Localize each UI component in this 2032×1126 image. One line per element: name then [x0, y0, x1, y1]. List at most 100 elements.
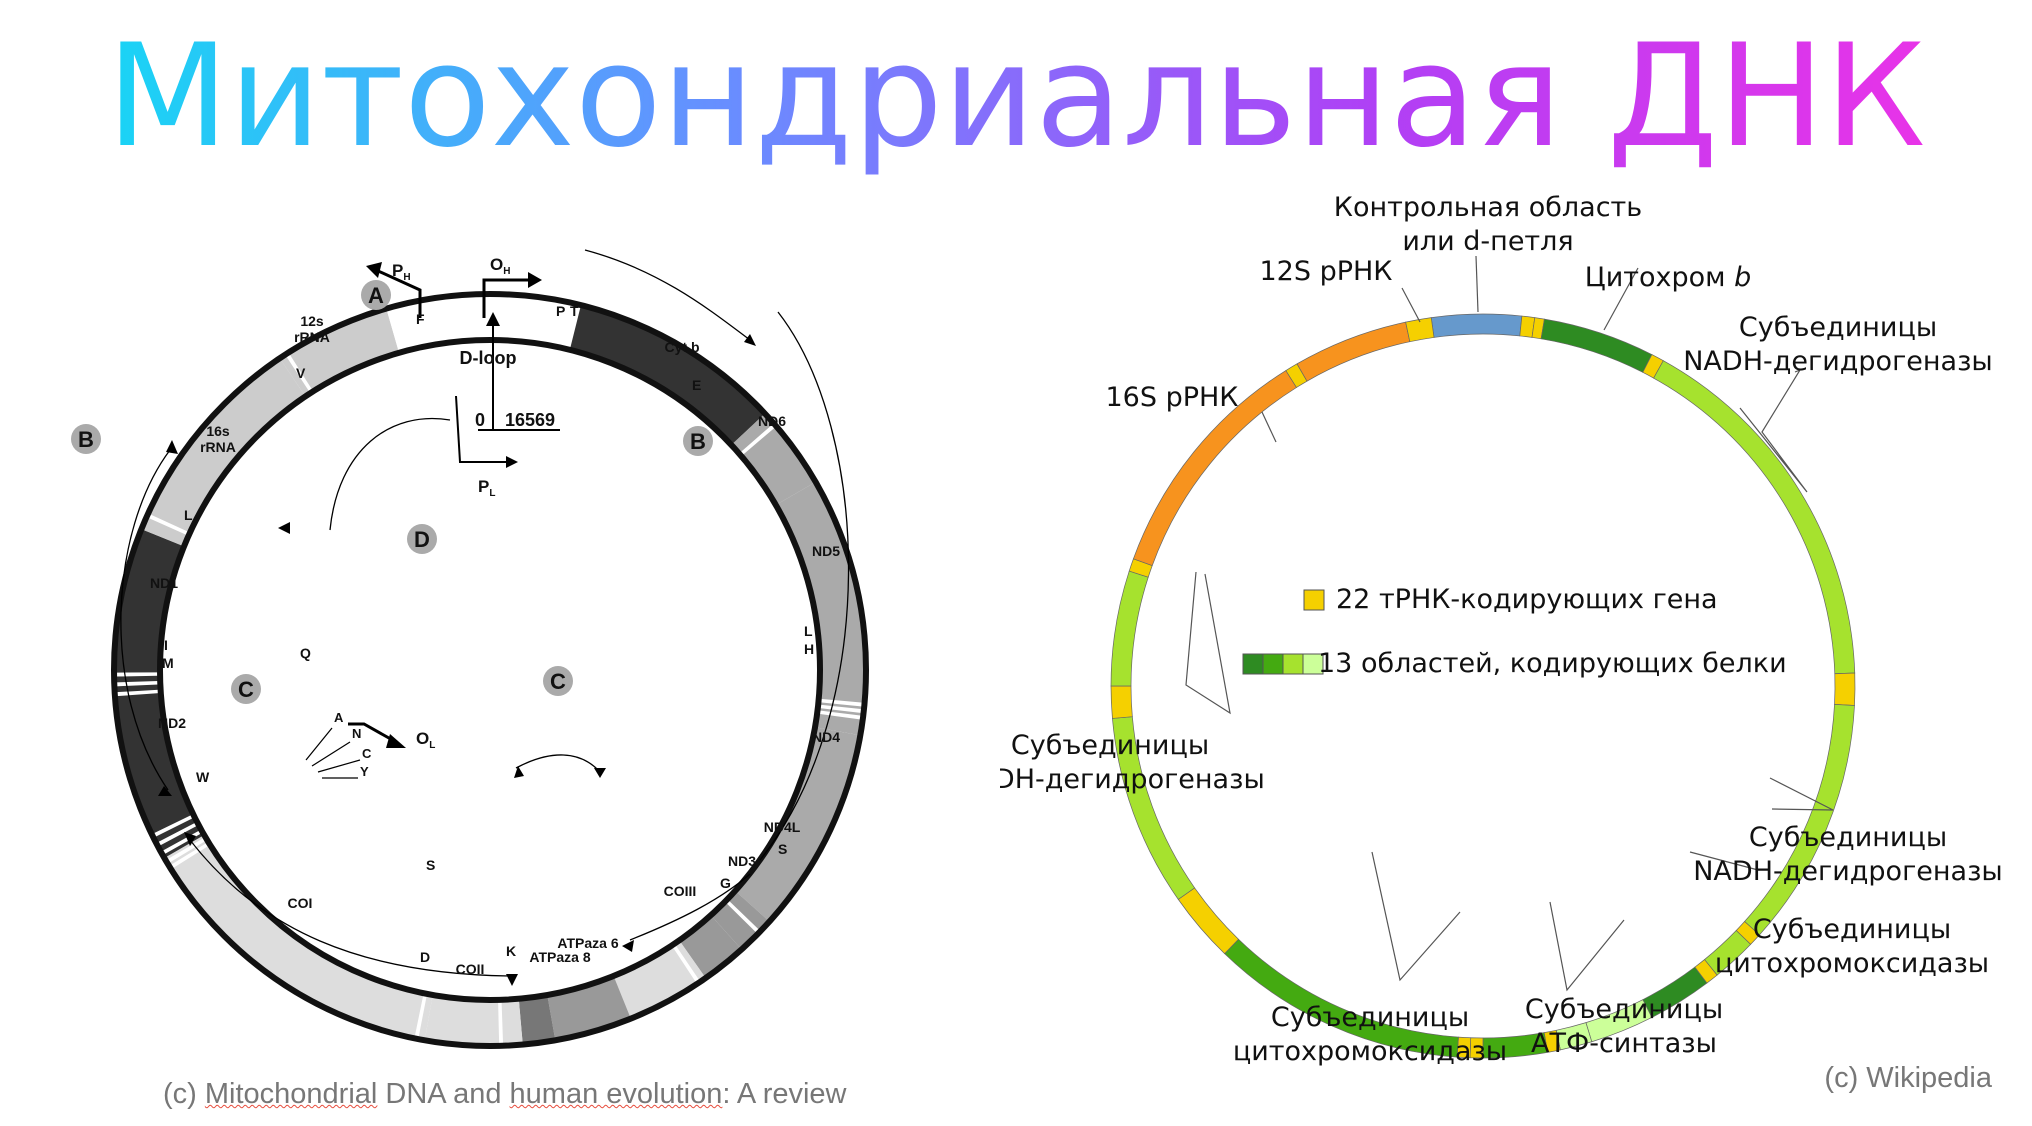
trna-g: G	[720, 875, 731, 891]
gene-12s-2: rRNA	[294, 329, 330, 345]
trna-d: D	[420, 949, 430, 965]
badge-c-left-letter: C	[238, 677, 254, 702]
trna-tick	[170, 842, 209, 869]
leader-cox-r	[1689, 851, 1759, 871]
arc-arrowheads	[158, 334, 756, 986]
trna-tick	[740, 424, 775, 455]
label-nadh-l-1: Субъединицы	[1011, 730, 1209, 761]
origin-marker	[478, 312, 560, 431]
trna-i: I	[164, 637, 168, 653]
trna-tick	[498, 1001, 504, 1044]
seg-cytb	[569, 305, 765, 445]
ph-label: PH	[392, 261, 411, 283]
credit-left: (c) Mitochondrial DNA and human evolutio…	[163, 1078, 847, 1111]
badge-b-right-letter: B	[690, 429, 706, 454]
trna-w: W	[196, 769, 210, 785]
seg-nd6	[731, 413, 816, 505]
trna-tick	[819, 710, 862, 720]
trna-tick	[153, 815, 193, 837]
oh-origin-arrow	[482, 272, 542, 318]
legend-trna-swatch	[1303, 589, 1325, 611]
badge-d-circle	[407, 524, 437, 554]
label-cox-r-1: Субъединицы	[1753, 914, 1951, 945]
gene-atp6: ATPaza 6	[557, 935, 618, 951]
arc-d	[515, 754, 601, 773]
credit-right: (c) Wikipedia	[1824, 1062, 1992, 1094]
label-atp-1: Субъединицы	[1525, 994, 1723, 1025]
arc-a	[329, 417, 451, 531]
region-badges: A B B C C D E	[71, 280, 713, 704]
trna-l2: L	[804, 623, 813, 639]
badge-b-right-circle	[683, 426, 713, 456]
seg-trna-wancy	[1177, 887, 1239, 955]
label-nadh-br-2: NADH-дегидрогеназы	[1693, 856, 2003, 887]
label-nadh-br-1: Субъединицы	[1749, 822, 1947, 853]
seg-atp8	[518, 994, 556, 1045]
arc-e	[584, 249, 751, 341]
legend: 22 тРНК-кодирующих гена 13 областей, код…	[1242, 584, 1787, 679]
trna-f: F	[416, 311, 425, 327]
credit-left-prefix: (c)	[163, 1078, 205, 1110]
label-cox-b-2: цитохромоксидазы	[1233, 1036, 1507, 1067]
label-cox-r-2: цитохромоксидазы	[1715, 948, 1989, 979]
trna-tick	[820, 698, 863, 707]
gene-nd3: ND3	[728, 853, 756, 869]
gene-nd1: ND1	[150, 575, 178, 591]
trna-tick	[116, 689, 159, 697]
badge-d: D	[407, 524, 437, 554]
badge-c-right: C	[543, 666, 573, 696]
origin-zero-label: 0	[475, 410, 485, 430]
leader-cytb	[1603, 267, 1639, 331]
inner-strand	[157, 337, 823, 1003]
leader-nadh-l	[1185, 571, 1231, 715]
seg-nd4	[1744, 704, 1855, 936]
gene-16s-2: rRNA	[200, 439, 236, 455]
arc-b-right	[759, 311, 850, 861]
right-labels: Контрольная область или d-петля 12S рРНК…	[1000, 192, 2003, 1067]
trna-c: C	[362, 746, 372, 761]
trna-tick	[393, 307, 408, 350]
gene-nd2: ND2	[158, 715, 186, 731]
gene-cytb: Cyt b	[665, 339, 700, 355]
left-trna-labels: F P T V L I M Q W A N C Y S D K G R S L …	[162, 303, 814, 965]
slide-title: Митохондриальная ДНК	[106, 14, 1925, 179]
trna-tick	[544, 301, 556, 344]
region-arcs	[120, 249, 850, 977]
trna-tick	[726, 900, 760, 933]
seg-coi	[164, 835, 433, 1041]
trna-tick	[167, 838, 206, 863]
credit-left-link-1[interactable]: Mitochondrial	[204, 1078, 378, 1110]
seg-nd1	[1110, 570, 1149, 687]
trna-tick	[286, 354, 313, 392]
seg-trna-imq	[1110, 685, 1133, 719]
trna-tick	[148, 514, 189, 535]
label-12s: 12S рРНК	[1260, 256, 1393, 287]
legend-protein-text: 13 областей, кодирующих белки	[1318, 648, 1787, 679]
pl-promoter-arrow	[455, 395, 518, 468]
leader-nadh-tr	[1739, 368, 1808, 493]
right-gene-ring	[1110, 313, 1856, 1059]
seg-nd4	[735, 727, 861, 922]
leader-nadh-br	[1769, 777, 1834, 811]
title-text: Митохондриальная ДНК	[106, 14, 1925, 179]
gene-nd4: ND4	[812, 729, 840, 745]
badge-b-left-circle	[71, 424, 101, 454]
trna-k: K	[506, 943, 516, 959]
label-nadh-l-2: NADH-дегидрогеназы	[1000, 764, 1265, 795]
seg-coii	[424, 994, 523, 1046]
badge-b-left: B	[71, 424, 101, 454]
seg-trna-lsh	[1834, 672, 1856, 706]
trna-leader-lines	[305, 727, 361, 779]
label-nadh-tr-2: NADH-дегидрогеназы	[1683, 346, 1993, 377]
label-cytb: Цитохром b	[1585, 262, 1751, 293]
badge-b-left-letter: B	[78, 427, 94, 452]
left-gene-ring	[111, 291, 869, 1049]
seg-16s	[141, 358, 306, 547]
credit-left-link-2[interactable]: human evolution	[509, 1078, 723, 1110]
trna-h: H	[804, 641, 814, 657]
seg-trna-f	[1405, 317, 1435, 343]
trna-e: E	[692, 377, 701, 393]
gene-nd5: ND5	[812, 543, 840, 559]
badge-c-left: C	[231, 674, 261, 704]
legend-trna-text: 22 тРНК-кодирующих гена	[1336, 584, 1718, 615]
